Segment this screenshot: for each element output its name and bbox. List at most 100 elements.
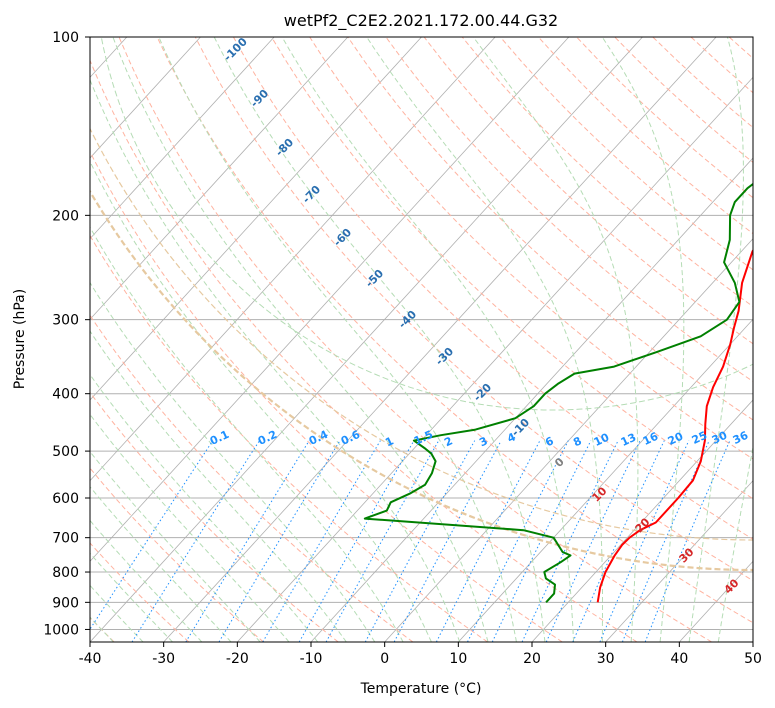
temperature-profile-line [596, 248, 753, 603]
mixing-ratio-label: 0.2 [256, 428, 279, 448]
x-tick-label: 10 [449, 651, 467, 667]
mixing-ratio-label: 0.6 [339, 428, 362, 448]
mixing-ratio-line [467, 440, 569, 642]
x-tick-label: 0 [380, 651, 389, 667]
mixing-ratio-line [491, 440, 592, 642]
x-tick-label: 20 [523, 651, 541, 667]
mixing-ratio-line [364, 440, 476, 642]
dry-adiabat-line [194, 37, 753, 582]
x-tick-label: 30 [597, 651, 615, 667]
x-tick-label: 40 [670, 651, 688, 667]
dry-adiabat-label: -30 [433, 345, 456, 368]
mixing-ratio-line [90, 440, 214, 631]
mixing-ratio-label: 8 [571, 434, 583, 449]
plot-area: -100-90-80-70-60-50-40-30-20-100.1 0.2 0.4… [90, 37, 775, 642]
y-tick-label: 200 [52, 208, 79, 224]
isotherm-line [90, 37, 643, 642]
dry-adiabat-line [652, 37, 753, 129]
dry-adiabat-line [90, 59, 638, 642]
mixing-ratio-label: 16 [641, 430, 661, 448]
moist-adiabat-line [90, 519, 203, 642]
dry-adiabat-line [90, 314, 414, 642]
outer-dashed-curve [90, 189, 753, 571]
mixing-ratio-line [131, 440, 260, 642]
dry-adiabat-label: -50 [363, 267, 386, 290]
moist-adiabat-label: 0 [552, 455, 567, 470]
moist-adiabat-line [90, 486, 232, 642]
moist-adiabat-label: 10 [590, 484, 610, 504]
isotherm-line [384, 238, 753, 642]
moist-adiabat-line [601, 37, 685, 642]
mixing-ratio-line [325, 440, 440, 642]
dry-adiabat-line [90, 542, 190, 642]
mixing-ratio-line [572, 440, 665, 642]
moist-adiabat-line [90, 330, 347, 642]
outer-dashed-curve [90, 127, 753, 541]
mixing-ratio-label: 3 [477, 434, 489, 449]
mixing-ratio-line [644, 440, 731, 642]
mixing-ratio-line [599, 440, 690, 642]
x-tick-label: 50 [744, 651, 762, 667]
moist-adiabat-label: 40 [722, 576, 742, 596]
moist-adiabat-line [90, 552, 173, 642]
isotherm-line [90, 37, 496, 482]
moist-adiabat-line [717, 444, 753, 642]
y-tick-label: 600 [52, 491, 79, 507]
moist-adiabat-line [90, 450, 261, 642]
isotherm-line [163, 37, 717, 642]
mixing-ratio-line [521, 440, 619, 642]
isotherm-line [605, 480, 753, 642]
isotherm-line [531, 399, 753, 642]
mixing-ratio-label: 0.1 [208, 428, 231, 448]
dry-adiabat-line [309, 37, 753, 460]
dry-adiabat-line [90, 150, 563, 642]
moist-adiabat-line [90, 373, 319, 642]
y-tick-label: 100 [52, 30, 79, 46]
isotherm-line [237, 76, 753, 642]
isotherm-line [90, 37, 275, 240]
isotherm-line [90, 37, 349, 320]
isotherm-line [90, 37, 201, 159]
isotherm-line [90, 37, 570, 562]
dry-adiabat-line [538, 37, 753, 235]
plot-frame [89, 36, 754, 643]
y-tick-label: 800 [52, 565, 79, 581]
moist-adiabat-line [90, 413, 290, 642]
moist-adiabat-label: 30 [677, 545, 697, 565]
moist-adiabat-line [688, 37, 744, 642]
y-tick-label: 900 [52, 595, 79, 611]
dry-adiabat-label: -70 [300, 183, 323, 206]
y-tick-label: 500 [52, 444, 79, 460]
x-tick-label: -30 [152, 651, 175, 667]
y-tick-label: 700 [52, 531, 79, 547]
x-tick-label: -40 [79, 651, 102, 667]
isotherm-line [458, 318, 753, 642]
moist-adiabat-line [158, 37, 517, 642]
isotherm-line [752, 641, 753, 642]
dry-adiabat-line [614, 37, 753, 164]
mixing-ratio-label: 36 [731, 429, 751, 447]
isotherm-line [90, 37, 422, 401]
dry-adiabat-label: -80 [273, 136, 296, 159]
mixing-ratio-line [298, 440, 415, 642]
mixing-ratio-line [185, 440, 310, 642]
moist-adiabat-line [281, 37, 575, 642]
moist-adiabat-line [213, 37, 546, 642]
mixing-ratio-label: 25 [690, 429, 709, 447]
moist-adiabat-line [90, 281, 376, 642]
dry-adiabat-label: -90 [248, 87, 271, 110]
moist-adiabat-line [472, 37, 639, 642]
y-tick-label: 300 [52, 313, 79, 329]
chart-title: wetPf2_C2E2.2021.172.00.44.G32 [284, 11, 558, 31]
dry-adiabat-line [271, 37, 753, 500]
mixing-ratio-label: 30 [710, 429, 730, 447]
mixing-ratio-label: 10 [592, 431, 612, 449]
moist-adiabat-line [366, 37, 603, 642]
axis-ticks: -40 -30 -20 -10 0 10 20 30 40 5010020030040050060… [43, 30, 762, 667]
moist-adiabat-line [90, 78, 461, 642]
mixing-ratio-label: 20 [666, 430, 686, 448]
dry-adiabat-line [767, 37, 775, 642]
moist-adiabat-line [90, 160, 432, 642]
dry-adiabat-label: -20 [471, 381, 494, 404]
y-axis-label: Pressure (hPa) [12, 289, 28, 389]
